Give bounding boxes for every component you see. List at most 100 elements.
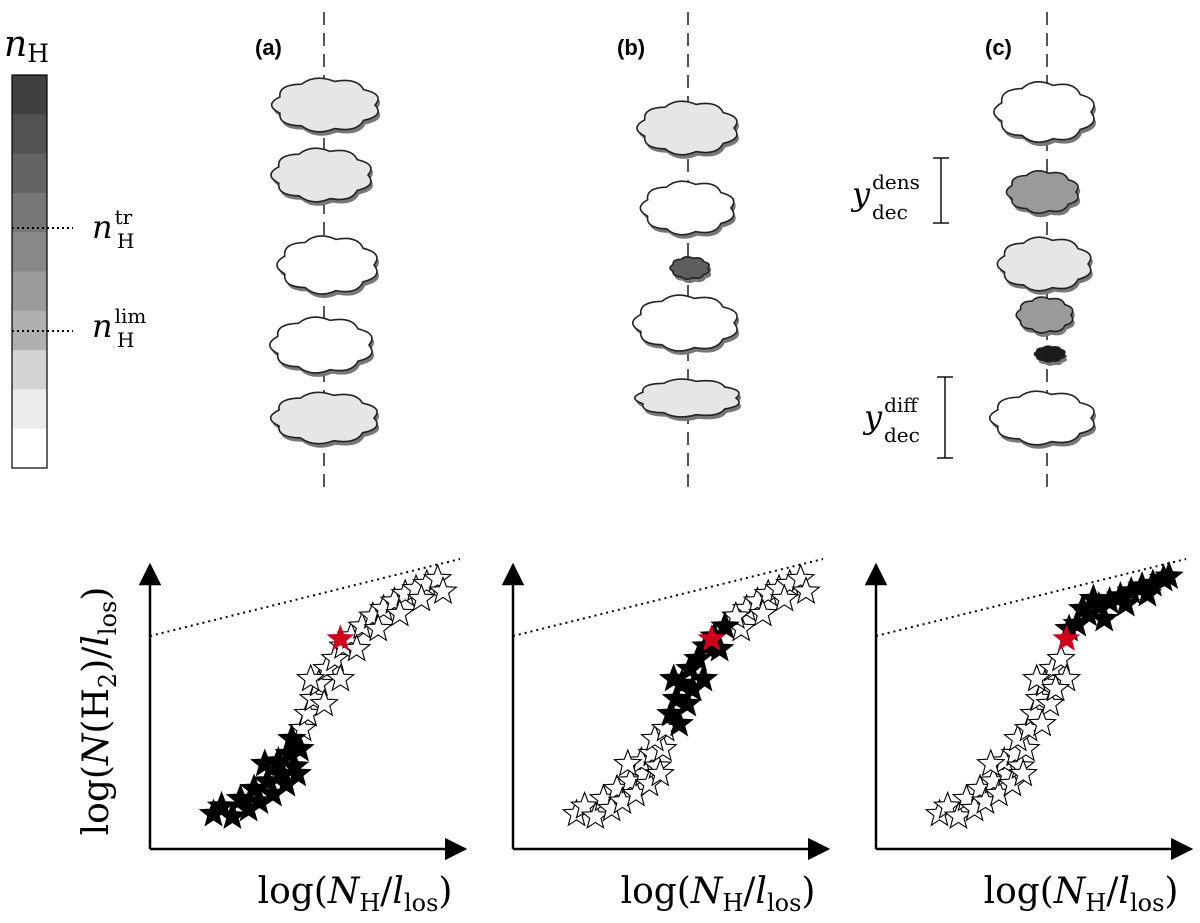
colorbar-cell: [12, 75, 47, 115]
cloud-column-b: [631, 100, 742, 421]
data-point-hollow-star: [309, 688, 339, 717]
data-point-red-star: [326, 624, 355, 651]
cloud-light: [270, 147, 372, 203]
colorbar-cell: [12, 428, 47, 469]
cloud-column-c: [988, 81, 1097, 449]
bracket-dens-label: y dens dec: [850, 170, 920, 224]
cloud-light: [269, 391, 378, 445]
colorbar-cell: [12, 389, 47, 430]
cloud-white: [269, 316, 373, 374]
bracket-dens-y: y: [850, 175, 871, 213]
x-axis-label-part: /: [743, 871, 756, 912]
cloud-white: [276, 235, 378, 295]
cloud-light: [633, 378, 740, 418]
x-axis-label-part: l: [392, 871, 404, 912]
data-point-hollow-star: [791, 575, 821, 605]
colorbar-title-n: n: [4, 24, 27, 65]
scatter-panel-b: [501, 558, 831, 861]
x-axis-label-part: l: [755, 871, 767, 912]
data-point-filled-black-star: [658, 663, 689, 692]
data-point-filled-black-star: [1154, 560, 1184, 590]
x-axis-label-part: l: [1118, 871, 1130, 912]
mark-tr-n: n: [92, 208, 113, 246]
x-axis-label-part: los: [1130, 889, 1164, 917]
x-axis-label-part: N: [690, 871, 724, 912]
colorbar-cell: [12, 153, 47, 194]
data-point-hollow-star: [785, 563, 816, 592]
data-point-filled-black-star: [250, 748, 280, 777]
data-point-hollow-star: [748, 598, 778, 627]
x-axis-label-part: H: [1085, 889, 1106, 917]
x-axis-label-part: ): [801, 871, 815, 912]
panel-label-b: (b): [617, 35, 645, 60]
cloud-light: [636, 100, 738, 156]
cloud-mid: [1005, 169, 1079, 215]
colorbar-title: nH: [4, 24, 49, 68]
x-axis-label-part: ): [438, 871, 452, 912]
x-axis-label-part: H: [722, 889, 743, 917]
colorbar-cell: [12, 232, 47, 272]
data-point-hollow-star: [1035, 688, 1065, 717]
bracket-dens-sub: dec: [872, 200, 908, 224]
cloud-white: [988, 390, 1095, 446]
data-point-hollow-star: [325, 663, 356, 692]
colorbar: nH n tr H n lim H: [4, 24, 146, 469]
cloud-white: [631, 294, 738, 352]
x-axis-label-a: log(NH/llos): [258, 871, 453, 917]
data-point-red-star: [697, 624, 726, 651]
data-point-filled-black-star: [1111, 588, 1141, 617]
bracket-diff-y: y: [862, 398, 883, 436]
data-point-filled-black-star: [1089, 603, 1119, 632]
data-point-filled-black-star: [664, 708, 694, 737]
cloud-light: [270, 77, 379, 133]
scatter-panel-c: [864, 558, 1194, 861]
colorbar-cell: [12, 271, 47, 312]
ylabel-h: (H: [76, 688, 117, 733]
colorbar-mark-lim: n lim H: [92, 304, 146, 352]
bracket-diff: y diff dec: [862, 376, 953, 459]
panel-label-a: (a): [255, 35, 282, 60]
ylabel-pre: log(: [76, 765, 117, 835]
mark-lim-sub: H: [117, 328, 134, 352]
cloud-dark: [669, 256, 710, 280]
cloud-black: [1033, 345, 1066, 363]
x-axis-label-part: H: [359, 889, 380, 917]
mark-lim-n: n: [92, 307, 113, 345]
data-point-hollow-star: [1040, 673, 1071, 702]
data-point-hollow-star: [613, 748, 643, 777]
x-axis-label-part: los: [404, 889, 438, 917]
data-point-hollow-star: [976, 748, 1006, 777]
colorbar-frame: [11, 74, 48, 469]
bracket-dens-sup: dens: [872, 170, 920, 194]
cloud-column-a: [269, 77, 381, 448]
mark-tr-sub: H: [117, 229, 134, 253]
x-axis-label-part: /: [380, 871, 393, 912]
data-point-hollow-star: [295, 663, 326, 692]
x-axis-label-part: /: [1106, 871, 1119, 912]
bracket-diff-sub: dec: [884, 423, 920, 447]
x-axis-label-part: los: [767, 889, 801, 917]
reference-line: [875, 558, 1187, 637]
mark-tr-sup: tr: [115, 205, 133, 229]
x-axis-label-part: ): [1164, 871, 1178, 912]
ylabel-2: 2: [94, 673, 122, 688]
data-point-hollow-star: [385, 598, 415, 627]
colorbar-mark-tr: n tr H: [92, 205, 134, 253]
data-point-filled-black-star: [282, 758, 312, 787]
scatter-panel-a: [138, 558, 468, 861]
data-point-filled-black-star: [672, 688, 702, 717]
mark-lim-sup: lim: [115, 304, 147, 328]
x-axis-labels: log(NH/llos) log(NH/llos) log(NH/llos): [258, 871, 1179, 917]
ylabel-close: )/: [76, 646, 117, 673]
data-point-filled-black-star: [677, 673, 708, 702]
data-point-red-star: [1052, 624, 1081, 651]
y-axis-label: log(N(H2)/llos): [76, 587, 122, 836]
colorbar-cell: [12, 350, 47, 390]
x-axis-label-part: N: [327, 871, 361, 912]
bracket-diff-label: y diff dec: [862, 393, 920, 447]
colorbar-cell: [12, 114, 47, 155]
ylabel-l: l: [76, 635, 117, 647]
cloud-white: [639, 180, 735, 236]
ylabel-n: N: [76, 732, 117, 766]
